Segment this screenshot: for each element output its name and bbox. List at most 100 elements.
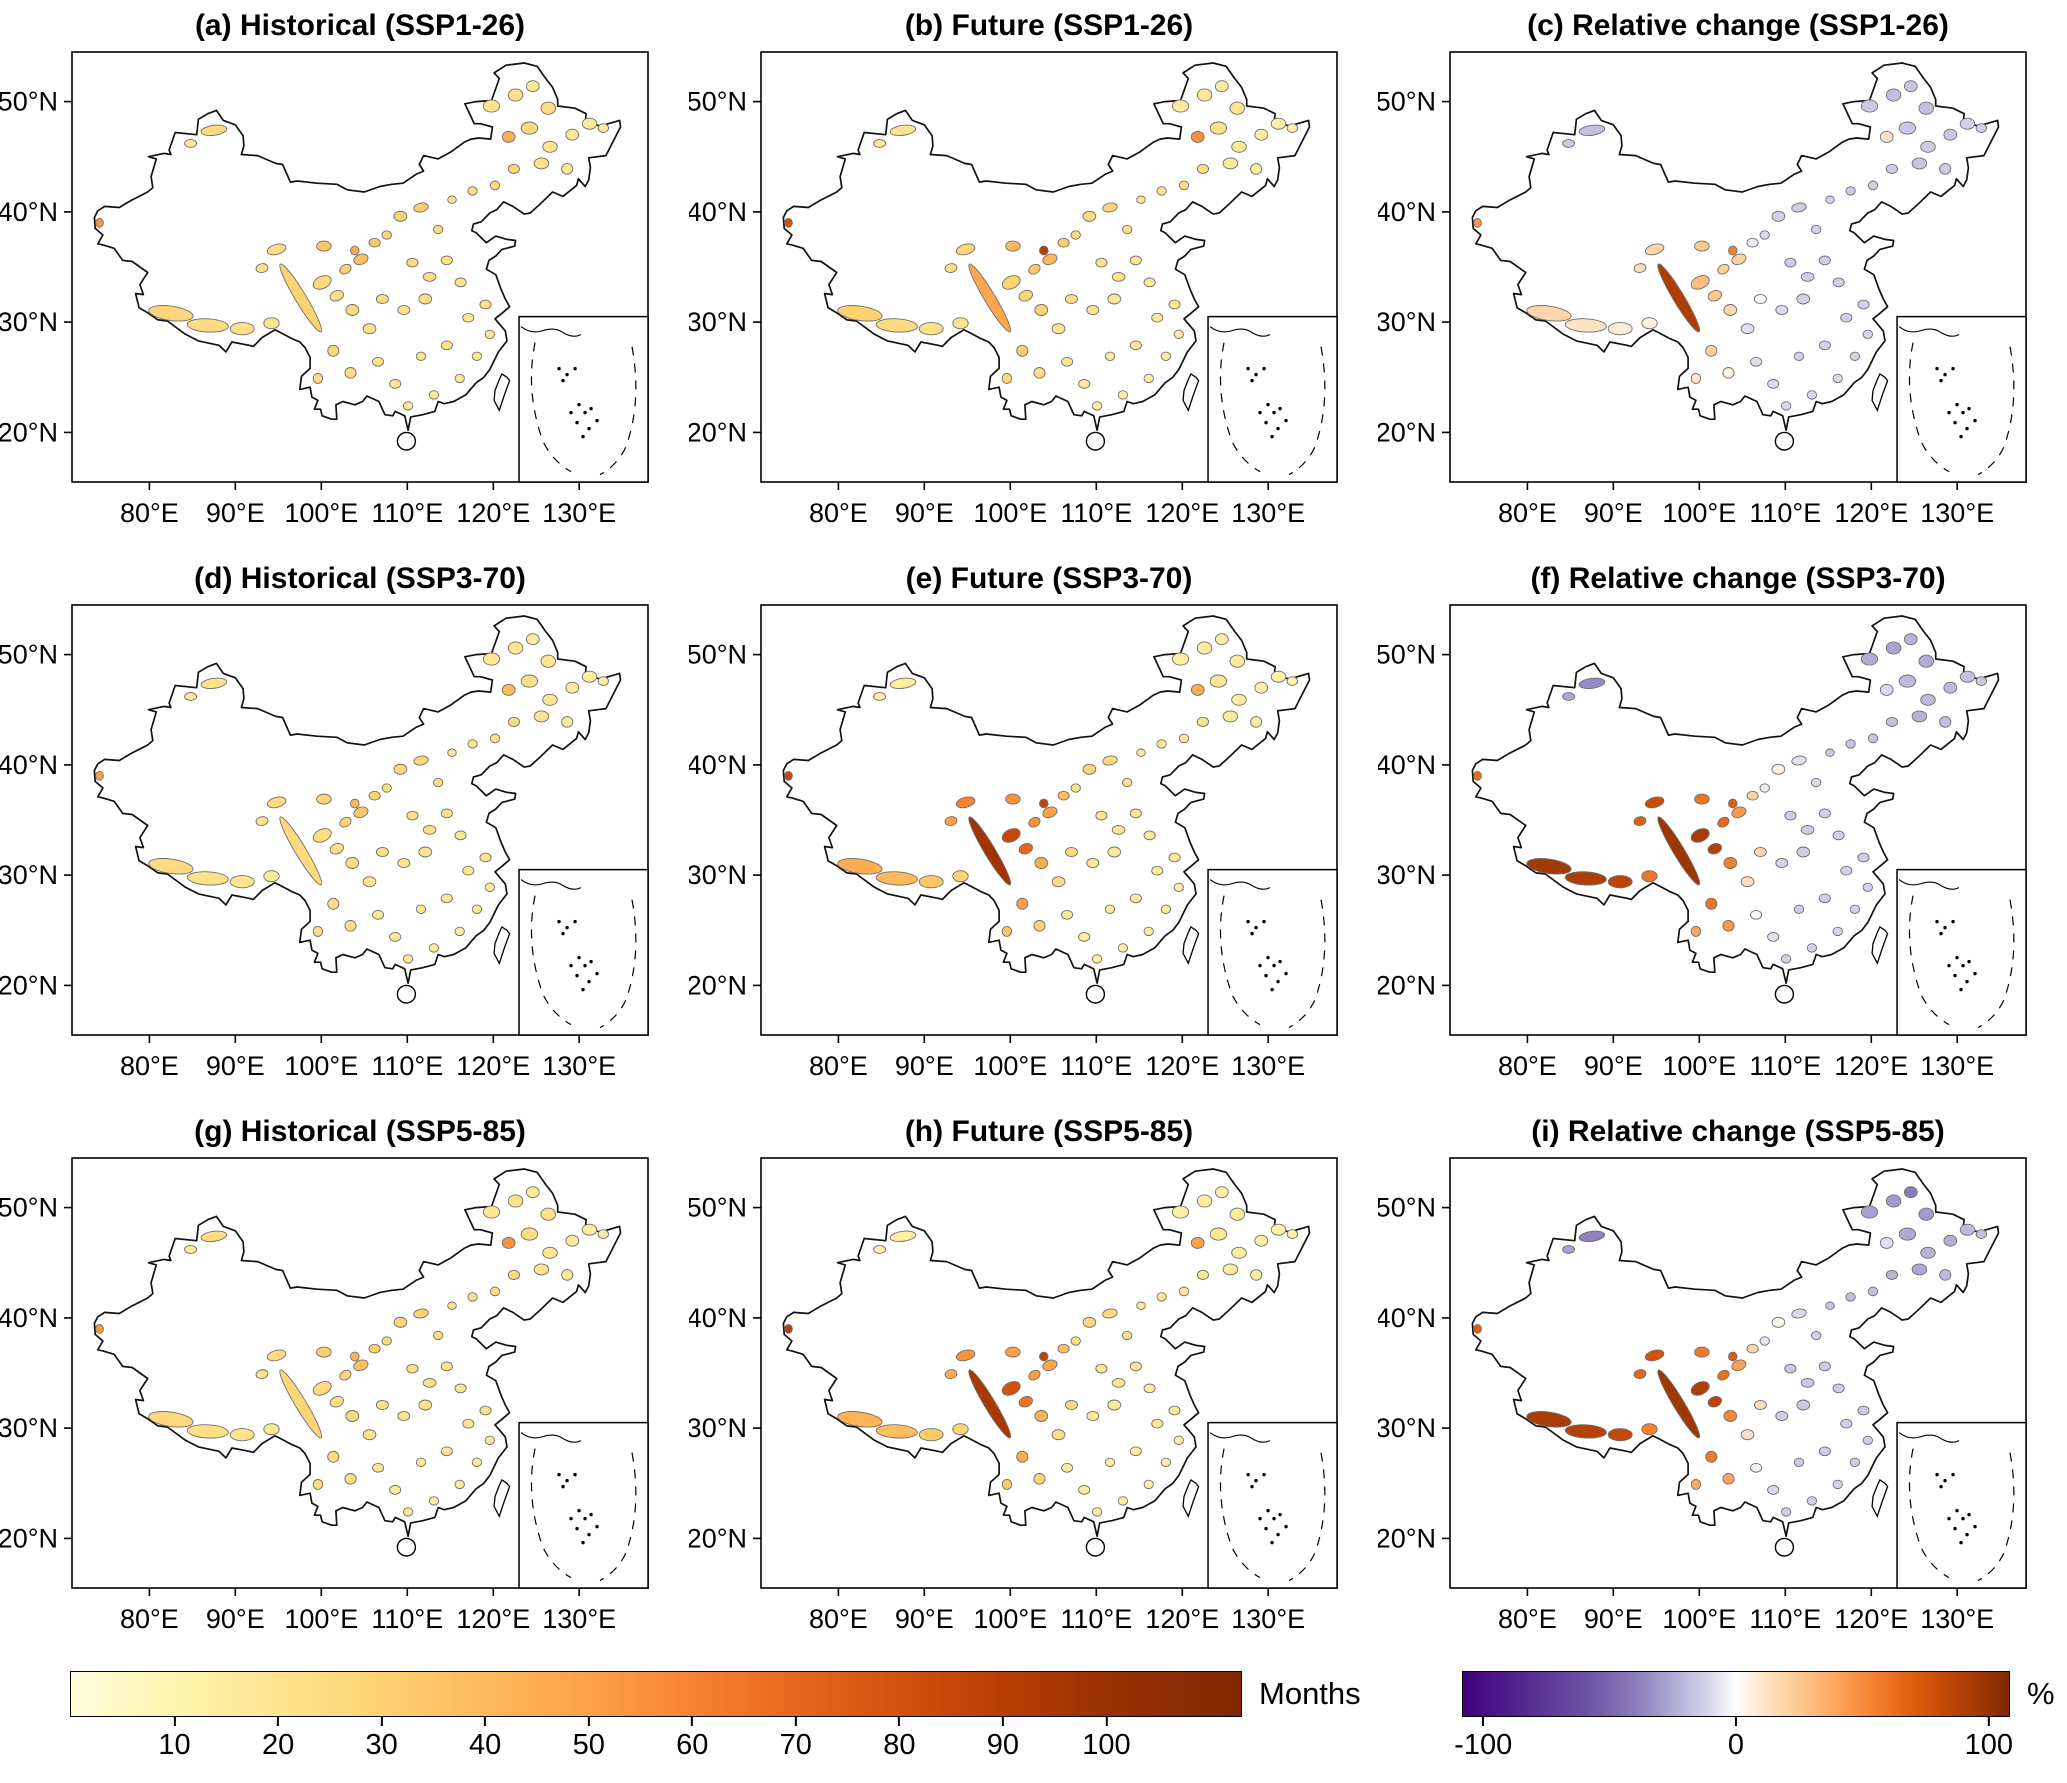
basin	[372, 909, 385, 920]
basin	[1607, 875, 1633, 889]
inset-island-dot	[1947, 963, 1951, 968]
colorbar-tick--100: -100	[1454, 1716, 1512, 1762]
inset-island-dot	[1951, 1472, 1955, 1477]
inset-island-dot	[573, 1472, 577, 1477]
inset-dashed-boundary-right	[1288, 346, 1326, 476]
inset-box	[518, 315, 649, 483]
basin	[339, 816, 352, 828]
south-china-sea-inset	[1207, 1421, 1338, 1589]
colorbar-tick-70: 70	[780, 1716, 812, 1762]
basin	[1860, 99, 1879, 113]
y-tick-label: 30°N	[1378, 1413, 1436, 1443]
basin	[1028, 816, 1041, 828]
y-tick-label: 50°N	[0, 1193, 58, 1223]
basin	[1898, 121, 1917, 135]
panel-i: (i) Relative change (SSP5-85) 80°E 90°E 100…	[1378, 1106, 2067, 1659]
basin	[454, 373, 465, 384]
y-tick-label: 20°N	[689, 970, 747, 1000]
basin	[1270, 1223, 1287, 1236]
basin	[1143, 830, 1156, 841]
basin	[406, 257, 419, 268]
basin	[597, 676, 609, 686]
basin	[1117, 390, 1129, 400]
china-outline	[93, 615, 622, 985]
basin	[263, 870, 280, 883]
basin	[561, 1269, 574, 1281]
colorbar-tick-30: 30	[365, 1716, 398, 1762]
x-tick-label: 110°E	[1060, 1604, 1132, 1634]
basin	[402, 401, 414, 411]
basin	[454, 1383, 467, 1394]
x-tick-label: 80°E	[1498, 498, 1557, 528]
inset-dashed-boundary-right	[1288, 899, 1326, 1029]
basin	[1791, 202, 1807, 213]
basin	[393, 1316, 408, 1328]
colorbar-tick-90: 90	[987, 1716, 1019, 1762]
basin	[501, 130, 516, 143]
inset-island-dot	[1264, 1526, 1268, 1531]
basin	[1867, 733, 1879, 744]
basin	[1705, 897, 1718, 910]
basin	[1039, 1351, 1049, 1362]
basin	[454, 830, 467, 841]
basin	[1196, 88, 1213, 102]
inset-island-dot	[561, 1484, 565, 1489]
basin	[415, 904, 427, 914]
basin	[353, 253, 369, 266]
inset-island-dot	[577, 1508, 581, 1513]
inset-island-dot	[1258, 963, 1262, 968]
x-axis: 80°E 90°E 100°E 110°E 120°E 130°E	[120, 482, 616, 528]
basin	[1171, 652, 1190, 666]
basin	[1168, 852, 1181, 863]
y-tick-label: 40°N	[689, 1303, 747, 1333]
basin	[479, 1405, 492, 1416]
inset-island-dot	[1951, 366, 1955, 371]
inset-coastline	[1209, 326, 1271, 337]
y-tick-label: 30°N	[689, 307, 747, 337]
basin	[454, 1479, 465, 1490]
basin	[1028, 1369, 1041, 1381]
basin	[329, 842, 344, 855]
basin	[467, 739, 478, 749]
basin	[1122, 777, 1133, 788]
basin	[1270, 670, 1287, 683]
basin-patches	[95, 80, 609, 411]
inset-island-dot	[1973, 1524, 1977, 1529]
x-tick-label: 130°E	[542, 498, 616, 528]
basin-patches	[1473, 1186, 1987, 1517]
basin	[484, 1435, 495, 1445]
basin	[440, 1446, 453, 1457]
taiwan-island	[493, 372, 511, 412]
basin	[565, 681, 580, 694]
basin	[1959, 117, 1976, 130]
basin	[1641, 1423, 1658, 1436]
basin	[329, 1395, 344, 1408]
panel-d: (d) Historical (SSP3-70) 80°E 90°E 100°E 110…	[0, 553, 689, 1106]
taiwan-island	[1871, 925, 1889, 965]
basin	[784, 771, 793, 781]
basin	[1723, 1410, 1738, 1422]
basin	[1104, 1457, 1116, 1467]
inset-island-dot	[573, 919, 577, 924]
colorbar-tick-80: 80	[883, 1716, 915, 1762]
basin	[1156, 186, 1167, 196]
basin	[345, 1410, 360, 1422]
x-tick-label: 90°E	[895, 1051, 954, 1081]
y-tick-label: 20°N	[0, 970, 58, 1000]
basin	[1229, 1207, 1246, 1221]
basin	[944, 816, 958, 827]
basin	[507, 1194, 524, 1208]
inset-island-dot	[1955, 1508, 1959, 1513]
inset-island-dot	[569, 410, 573, 415]
x-tick-label: 110°E	[1749, 1051, 1821, 1081]
inset-island-dot	[575, 1526, 579, 1531]
hainan-island	[1774, 1537, 1795, 1557]
colorbar-tick-mark	[173, 1716, 176, 1726]
basin	[462, 865, 475, 876]
basin	[1818, 1361, 1831, 1372]
basin	[344, 367, 357, 379]
inset-island-dot	[1943, 925, 1947, 930]
basin	[1943, 681, 1958, 694]
basin	[1051, 323, 1066, 335]
basin	[440, 340, 453, 351]
